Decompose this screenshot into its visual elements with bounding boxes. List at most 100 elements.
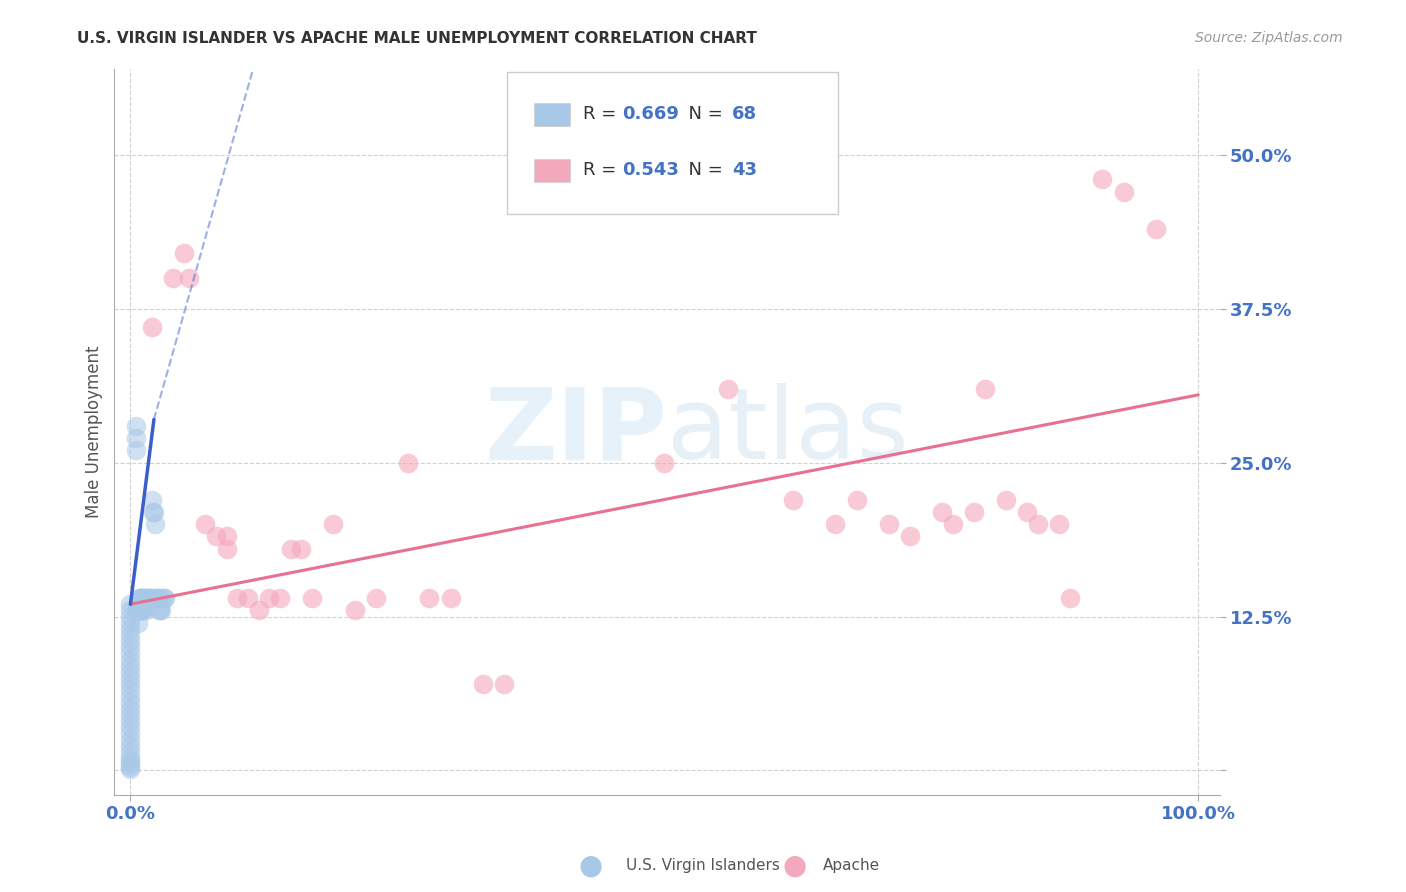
Point [494, 677, 516, 691]
Point [343, 603, 366, 617]
Point [120, 757, 142, 772]
Point [152, 591, 174, 605]
Point [149, 603, 172, 617]
Point [226, 591, 249, 605]
Point [120, 652, 142, 666]
Point [125, 443, 148, 458]
Text: Apache: Apache [823, 858, 880, 872]
Point [135, 603, 157, 617]
Point [120, 745, 142, 759]
Point [440, 591, 463, 605]
Point [120, 754, 142, 768]
Text: 0.543: 0.543 [621, 161, 679, 179]
Point [120, 739, 142, 753]
Point [942, 517, 965, 532]
Point [129, 603, 152, 617]
Text: 0.669: 0.669 [621, 105, 679, 123]
Point [148, 603, 170, 617]
Point [132, 591, 155, 605]
Point [145, 591, 167, 605]
Point [973, 382, 995, 396]
Point [877, 517, 900, 532]
Point [782, 492, 804, 507]
Point [138, 591, 160, 605]
Point [1144, 221, 1167, 235]
Text: R =: R = [583, 161, 621, 179]
Y-axis label: Male Unemployment: Male Unemployment [86, 345, 103, 518]
FancyBboxPatch shape [534, 103, 569, 126]
Point [364, 591, 387, 605]
Point [322, 517, 344, 532]
Point [120, 720, 142, 734]
Point [120, 726, 142, 740]
Point [931, 505, 953, 519]
Point [125, 418, 148, 433]
Text: N =: N = [676, 105, 728, 123]
Text: U.S. Virgin Islanders: U.S. Virgin Islanders [626, 858, 779, 872]
Point [120, 634, 142, 648]
Point [125, 603, 148, 617]
Point [120, 622, 142, 636]
Point [120, 615, 142, 630]
Point [120, 732, 142, 747]
Point [247, 603, 270, 617]
Point [120, 714, 142, 728]
Point [1112, 185, 1135, 199]
Point [120, 760, 142, 774]
Text: ●: ● [578, 851, 603, 880]
Point [120, 603, 142, 617]
Point [1091, 172, 1114, 186]
Point [120, 640, 142, 655]
Text: N =: N = [676, 161, 728, 179]
Point [301, 591, 323, 605]
Point [150, 603, 173, 617]
Text: U.S. VIRGIN ISLANDER VS APACHE MALE UNEMPLOYMENT CORRELATION CHART: U.S. VIRGIN ISLANDER VS APACHE MALE UNEM… [77, 31, 758, 46]
Point [194, 517, 217, 532]
Point [127, 603, 149, 617]
Point [215, 529, 238, 543]
Point [120, 665, 142, 679]
Point [139, 591, 162, 605]
Text: 43: 43 [733, 161, 758, 179]
Text: 68: 68 [733, 105, 758, 123]
Point [134, 591, 156, 605]
Point [1059, 591, 1081, 605]
Point [120, 696, 142, 710]
Point [845, 492, 868, 507]
Point [1017, 505, 1039, 519]
Point [120, 597, 142, 611]
Point [148, 591, 170, 605]
Text: ●: ● [782, 851, 807, 880]
Point [1026, 517, 1049, 532]
Point [396, 456, 419, 470]
Point [259, 591, 281, 605]
Point [215, 541, 238, 556]
Point [654, 456, 676, 470]
Point [131, 591, 153, 605]
Point [143, 517, 166, 532]
Point [179, 271, 201, 285]
Point [120, 671, 142, 685]
Point [120, 683, 142, 698]
Point [138, 591, 160, 605]
FancyBboxPatch shape [506, 72, 838, 214]
Point [146, 591, 169, 605]
Point [141, 492, 163, 507]
Point [205, 529, 228, 543]
Point [120, 762, 142, 776]
Point [120, 677, 142, 691]
Point [125, 597, 148, 611]
Text: atlas: atlas [666, 384, 908, 480]
Point [136, 591, 159, 605]
Point [120, 751, 142, 765]
Point [1049, 517, 1071, 532]
Point [153, 591, 176, 605]
Point [290, 541, 312, 556]
Point [120, 708, 142, 723]
Point [129, 603, 152, 617]
Point [824, 517, 846, 532]
Point [142, 505, 165, 519]
Point [134, 591, 156, 605]
Point [127, 615, 149, 630]
Point [269, 591, 291, 605]
